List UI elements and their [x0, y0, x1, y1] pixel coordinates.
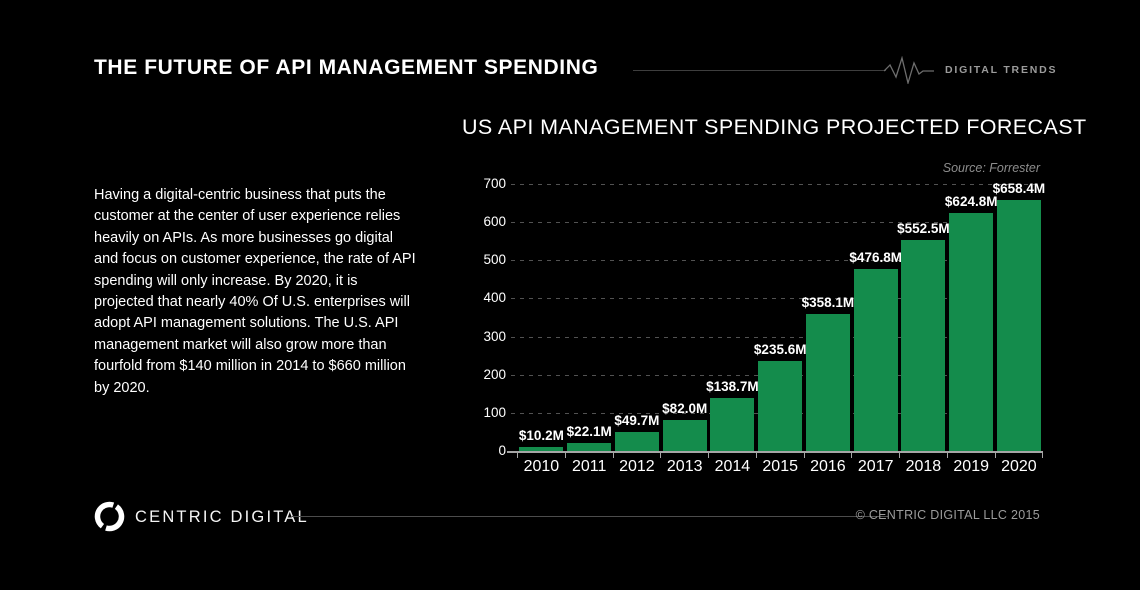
y-axis-label: 300: [483, 328, 506, 344]
footer-brand-name: CENTRIC DIGITAL: [135, 508, 309, 526]
bar-2015: [758, 361, 803, 451]
axis-tick: [517, 453, 518, 458]
bar-value-label: $476.8M: [849, 250, 902, 265]
y-axis-label: 400: [483, 290, 506, 306]
axis-tick: [899, 453, 900, 458]
bar-value-label: $138.7M: [706, 379, 759, 394]
x-axis-label: 2019: [953, 458, 989, 475]
bar-2019: [949, 213, 994, 451]
copyright-notice: © CENTRIC DIGITAL LLC 2015: [855, 508, 1040, 522]
bar-2017: [853, 269, 898, 451]
grid-line: [511, 184, 1042, 185]
grid-line: [511, 260, 1042, 262]
bar-2020: [996, 200, 1041, 451]
bar-value-label: $658.4M: [992, 181, 1046, 196]
grid-line: [511, 222, 1042, 224]
bar-2012: [614, 432, 659, 451]
intro-paragraph: Having a digital-centric business that p…: [94, 187, 416, 396]
x-axis-label: 2010: [523, 458, 560, 475]
heartbeat-pulse-icon: [884, 56, 934, 84]
axis-tick: [803, 453, 805, 458]
x-axis-label: 2017: [857, 458, 894, 475]
bar-value-label: $22.1M: [566, 424, 612, 439]
y-axis-label: 700: [483, 176, 506, 191]
x-axis-label: 2013: [666, 458, 703, 475]
centric-digital-logo-icon: [94, 501, 125, 532]
bar-value-label: $358.1M: [801, 295, 855, 310]
y-axis-label: 500: [483, 252, 506, 268]
bar-value-label: $10.2M: [518, 428, 564, 443]
bar-2014: [710, 398, 755, 451]
grid-line: [511, 298, 1042, 300]
axis-tick: [612, 453, 614, 458]
bar-2016: [805, 314, 850, 451]
x-axis-line: [507, 451, 1043, 453]
bar-2018: [901, 240, 946, 451]
header-divider-line: [633, 70, 886, 71]
axis-tick: [708, 453, 709, 458]
bar-value-label: $624.8M: [944, 194, 998, 209]
x-axis-label: 2012: [619, 458, 655, 475]
bar-2011: [567, 443, 612, 451]
page-title: THE FUTURE OF API MANAGEMENT SPENDING: [94, 56, 599, 79]
bar-value-label: $49.7M: [614, 413, 660, 428]
axis-tick: [946, 453, 948, 458]
chart-title: US API MANAGEMENT SPENDING PROJECTED FOR…: [462, 115, 1087, 139]
y-axis-label: 0: [498, 443, 506, 458]
bar-value-label: $235.6M: [753, 342, 807, 357]
x-axis-label: 2014: [714, 458, 751, 475]
y-axis-label: 100: [483, 404, 506, 420]
grid-line: [511, 336, 1042, 338]
x-axis-label: 2020: [1001, 458, 1037, 475]
x-axis-label: 2015: [762, 458, 798, 475]
y-axis-label: 600: [483, 214, 506, 230]
axis-tick: [851, 453, 853, 458]
axis-tick: [994, 453, 996, 458]
axis-tick: [564, 453, 566, 458]
footer-divider-line: [292, 516, 888, 517]
bar-value-label: $552.5M: [897, 221, 950, 236]
x-axis-label: 2018: [905, 458, 942, 475]
x-axis-label: 2016: [810, 458, 846, 475]
axis-tick: [660, 453, 662, 458]
bar-value-label: $82.0M: [662, 401, 708, 416]
axis-tick: [1042, 453, 1044, 458]
axis-tick: [755, 453, 757, 458]
bar-2013: [662, 420, 707, 451]
bar-2010: [519, 447, 564, 451]
y-axis-label: 200: [483, 366, 506, 382]
chart-source-label: Source: Forrester: [942, 161, 1040, 175]
x-axis-label: 2011: [571, 458, 607, 475]
digital-trends-label: DIGITAL TRENDS: [945, 64, 1058, 76]
